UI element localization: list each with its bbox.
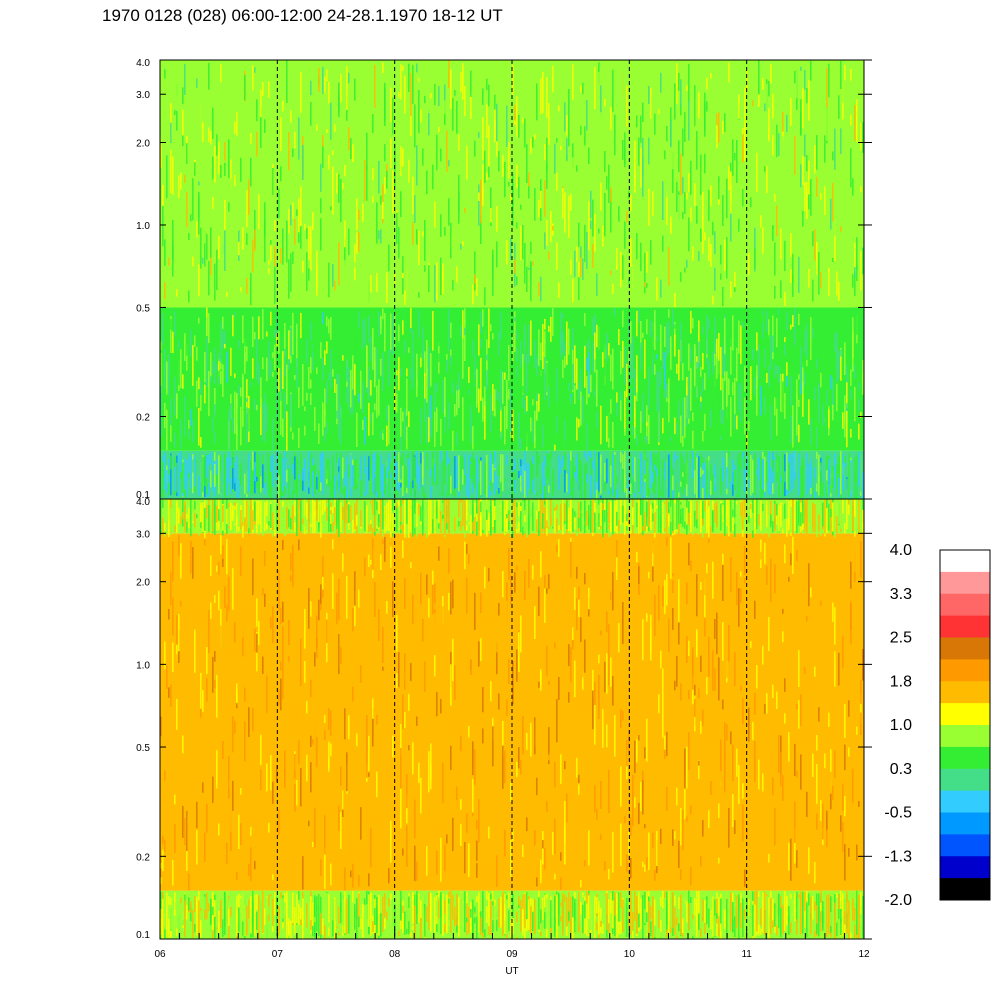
colorbar-swatch <box>940 812 990 835</box>
colorbar-label: 3.3 <box>890 586 912 603</box>
ytick-label-upper: 0.5 <box>136 303 150 314</box>
ytick-label-lower: 0.1 <box>136 930 150 941</box>
chart-title: 1970 0128 (028) 06:00-12:00 24-28.1.1970… <box>102 6 503 25</box>
colorbar-swatch <box>940 703 990 726</box>
colorbar-frame <box>939 549 991 901</box>
ytick-label-upper: 2.0 <box>136 138 150 149</box>
ytick-label-upper: 1.0 <box>136 221 150 232</box>
colorbar-swatch <box>940 725 990 748</box>
xtick-label: 12 <box>858 949 870 960</box>
xtick-label: 07 <box>272 949 284 960</box>
ytick-label-lower: 3.0 <box>136 529 150 540</box>
colorbar-label: 2.5 <box>890 630 912 647</box>
ytick-label-lower: 0.2 <box>136 852 150 863</box>
colorbar-swatch <box>940 615 990 638</box>
colorbar-swatch <box>940 550 990 573</box>
xtick-label: 06 <box>154 949 166 960</box>
panel-upper: 0.1 0.2 0.5 1.0 2.0 3.0 4.0 <box>136 58 872 501</box>
ytick-label-lower: 1.0 <box>136 660 150 671</box>
colorbar-swatch <box>940 834 990 857</box>
colorbar-label: 0.3 <box>890 761 912 778</box>
ytick-label-upper: 0.2 <box>136 413 150 424</box>
ytick-label-lower: 0.5 <box>136 743 150 754</box>
x-axis-label: UT <box>505 966 518 977</box>
xtick-label: 10 <box>624 949 636 960</box>
colorbar-swatch <box>940 571 990 595</box>
colorbar-swatch <box>940 768 990 792</box>
ytick-label-upper: 4.0 <box>136 58 150 69</box>
xtick-label: 08 <box>389 949 401 960</box>
colorbar-swatch <box>940 593 990 617</box>
colorbar-swatch <box>940 746 990 770</box>
texture-upper <box>160 60 864 499</box>
colorbar-label: 4.0 <box>890 542 912 559</box>
xtick-label: 09 <box>506 949 518 960</box>
ytick-label-upper: 3.0 <box>136 90 150 101</box>
colorbar-label: 1.8 <box>890 673 912 690</box>
colorbar-label: -2.0 <box>884 892 912 909</box>
texture-lower <box>160 499 864 939</box>
colorbar-swatch <box>940 856 990 879</box>
colorbar-label: -0.5 <box>884 805 912 822</box>
spectrogram-panels: 0.10.20.51.02.03.04.00.10.20.51.02.03.04… <box>136 58 872 941</box>
colorbar-swatch <box>940 659 990 682</box>
ytick-label-upper: 0.1 <box>136 490 150 501</box>
colorbar-label: 1.0 <box>890 717 912 734</box>
ytick-label-lower: 4.0 <box>136 497 150 508</box>
x-axis: 06 07 08 09 10 11 12 <box>154 929 870 960</box>
colorbar-swatch <box>940 681 990 704</box>
colorbar: 4.0 3.3 2.5 1.8 1.0 0.3 -0.5 -1.3 -2.0 <box>884 542 991 909</box>
colorbar-swatch <box>940 637 990 660</box>
colorbar-label: -1.3 <box>884 848 912 865</box>
panel-lower: 0.1 0.2 0.5 1.0 2.0 3.0 4.0 <box>136 497 872 941</box>
xtick-label: 11 <box>741 949 752 960</box>
ytick-label-lower: 2.0 <box>136 578 150 589</box>
colorbar-swatch <box>940 878 990 901</box>
colorbar-swatch <box>940 790 990 813</box>
